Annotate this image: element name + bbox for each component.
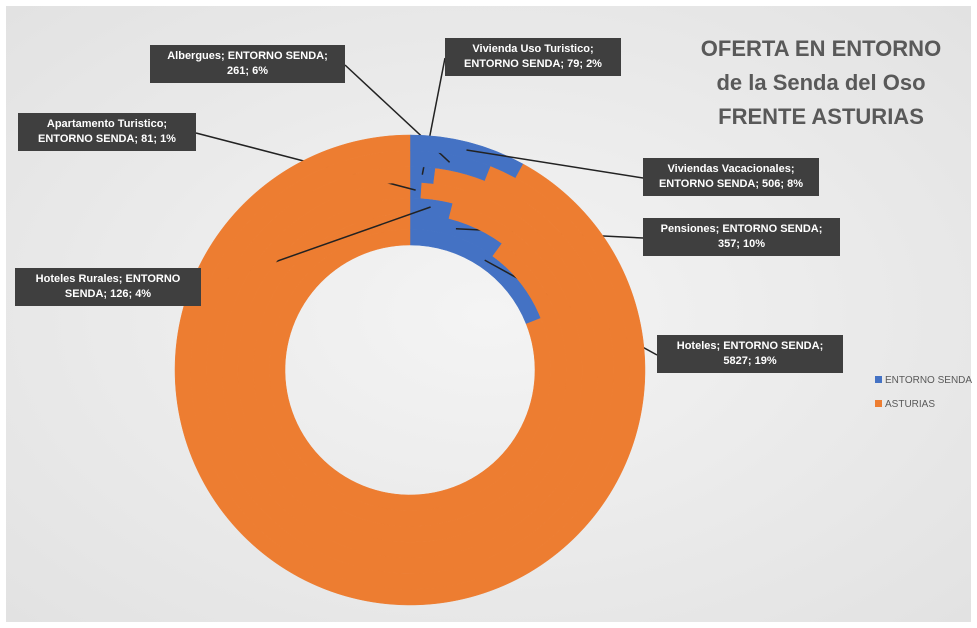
data-label: Viviendas Vacacionales; ENTORNO SENDA; 5…: [643, 158, 819, 196]
ring-segment: [174, 134, 646, 606]
legend-swatch: [875, 400, 882, 407]
leader-line: [466, 149, 644, 179]
legend-entry: ENTORNO SENDA: [875, 375, 972, 386]
ring-segment: [409, 181, 423, 199]
data-label: Apartamento Turistico; ENTORNO SENDA; 81…: [18, 113, 196, 151]
legend-label: ASTURIAS: [885, 399, 936, 410]
data-label: Vivienda Uso Turistico; ENTORNO SENDA; 7…: [445, 38, 621, 76]
data-label: Hoteles; ENTORNO SENDA; 5827; 19%: [657, 335, 843, 373]
data-label: Pensiones; ENTORNO SENDA; 357; 10%: [643, 218, 840, 256]
legend-entry: ASTURIAS: [875, 399, 935, 410]
ring-segment: [237, 197, 583, 543]
data-label: Albergues; ENTORNO SENDA; 261; 6%: [150, 45, 345, 83]
legend-swatch: [875, 376, 882, 383]
ring-segment: [253, 213, 567, 527]
data-label: Hoteles Rurales; ENTORNO SENDA; 126; 4%: [15, 268, 201, 306]
legend-label: ENTORNO SENDA: [885, 375, 973, 386]
chart-title: OFERTA EN ENTORNO de la Senda del Oso FR…: [700, 36, 942, 129]
